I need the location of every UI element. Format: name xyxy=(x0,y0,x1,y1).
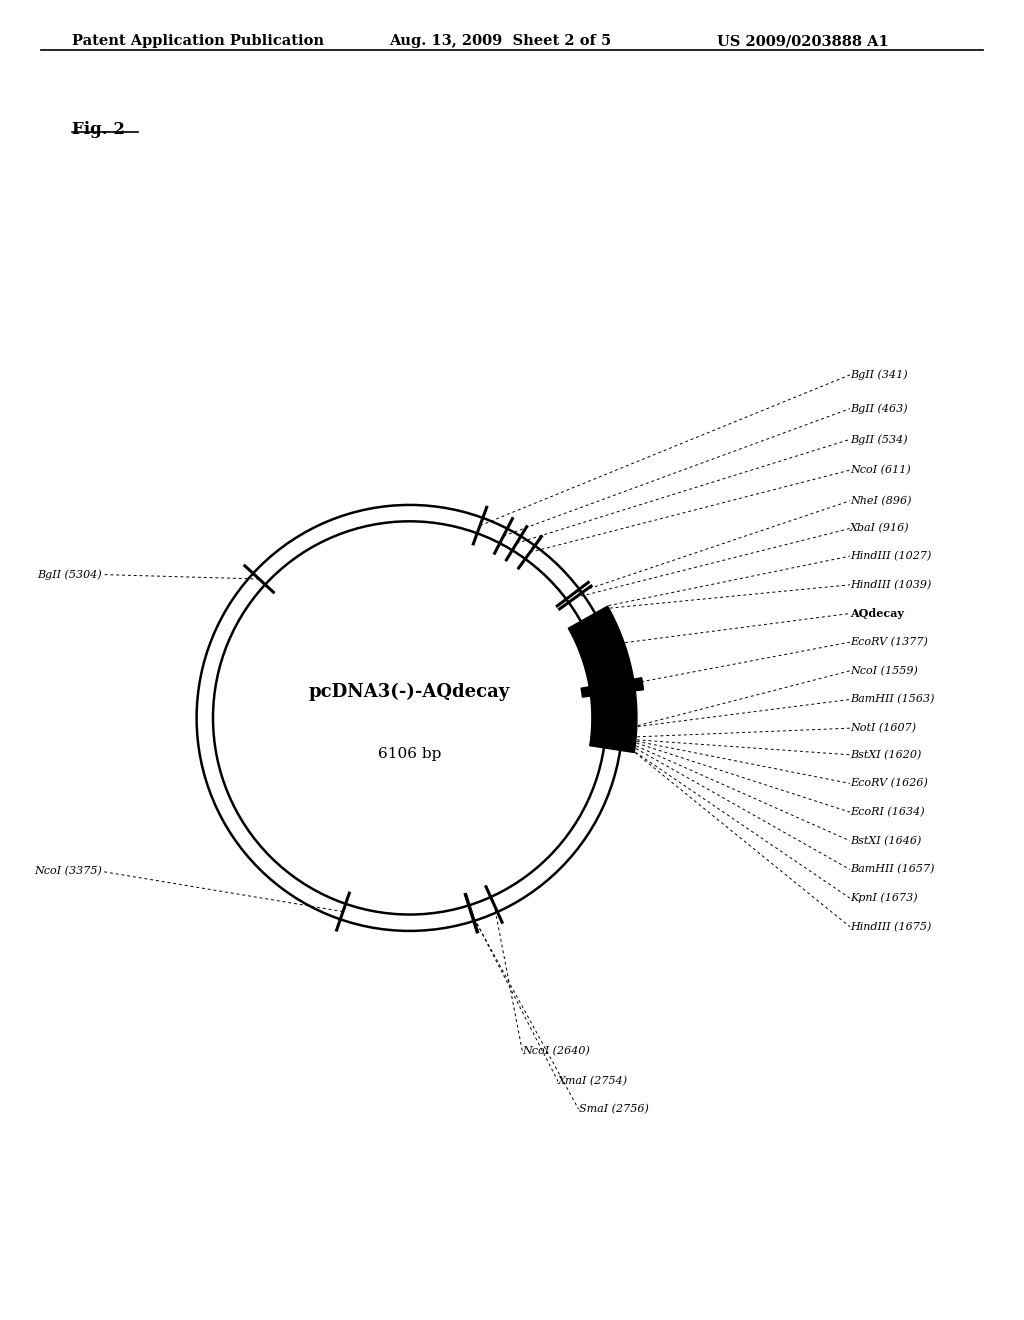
Text: Patent Application Publication: Patent Application Publication xyxy=(72,34,324,49)
Text: BgII (5304): BgII (5304) xyxy=(38,569,102,579)
Text: EcoRV (1377): EcoRV (1377) xyxy=(850,638,928,647)
Text: BgII (341): BgII (341) xyxy=(850,370,907,380)
Text: Aug. 13, 2009  Sheet 2 of 5: Aug. 13, 2009 Sheet 2 of 5 xyxy=(389,34,611,49)
Text: NcoI (611): NcoI (611) xyxy=(850,465,910,475)
Text: SmaI (2756): SmaI (2756) xyxy=(579,1104,648,1114)
Text: BstXI (1646): BstXI (1646) xyxy=(850,836,922,846)
Text: KpnI (1673): KpnI (1673) xyxy=(850,892,918,903)
Text: Fig. 2: Fig. 2 xyxy=(72,121,125,139)
Text: XmaI (2754): XmaI (2754) xyxy=(558,1076,628,1086)
Text: BgII (534): BgII (534) xyxy=(850,434,907,445)
Text: EcoRI (1634): EcoRI (1634) xyxy=(850,807,925,817)
Text: pcDNA3(-)-AQdecay: pcDNA3(-)-AQdecay xyxy=(309,684,510,701)
Text: AQdecay: AQdecay xyxy=(850,609,904,619)
Text: US 2009/0203888 A1: US 2009/0203888 A1 xyxy=(717,34,889,49)
Text: EcoRV (1626): EcoRV (1626) xyxy=(850,779,928,788)
Text: NcoI (1559): NcoI (1559) xyxy=(850,665,918,676)
Text: BamHII (1657): BamHII (1657) xyxy=(850,865,935,875)
Text: 6106 bp: 6106 bp xyxy=(378,747,441,760)
Text: BgII (463): BgII (463) xyxy=(850,404,907,414)
Text: NcoI (2640): NcoI (2640) xyxy=(522,1045,590,1056)
Text: NcoI (3375): NcoI (3375) xyxy=(35,866,102,876)
Text: XbaI (916): XbaI (916) xyxy=(850,523,909,533)
Text: NheI (896): NheI (896) xyxy=(850,496,911,506)
Polygon shape xyxy=(582,677,643,697)
Text: HindIII (1675): HindIII (1675) xyxy=(850,921,931,932)
Text: HindIII (1039): HindIII (1039) xyxy=(850,579,931,590)
Text: HindIII (1027): HindIII (1027) xyxy=(850,550,931,561)
Text: NotI (1607): NotI (1607) xyxy=(850,723,916,734)
Text: BstXI (1620): BstXI (1620) xyxy=(850,750,922,760)
Polygon shape xyxy=(568,606,637,752)
Text: BamHII (1563): BamHII (1563) xyxy=(850,694,935,705)
